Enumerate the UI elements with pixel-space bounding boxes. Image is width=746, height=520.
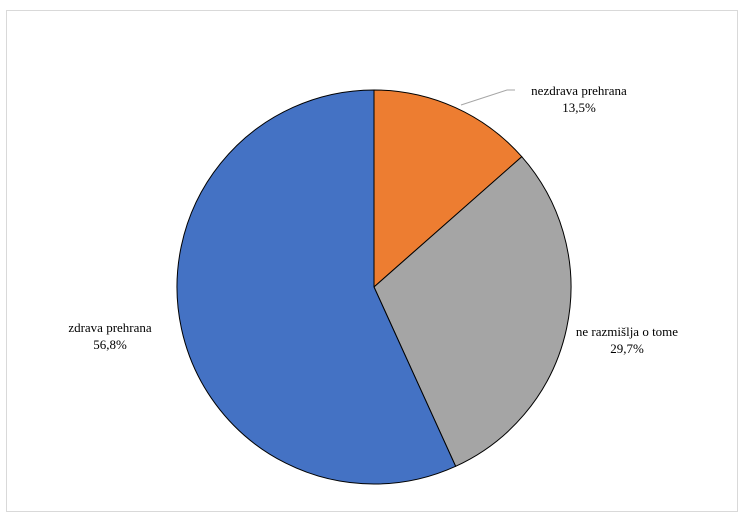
pie-labels: nezdrava prehrana 13,5% ne razmišlja o tom… (68, 83, 678, 356)
leader-line (460, 89, 515, 106)
pie-slice-ne-razmišlja-o-tome (373, 156, 572, 467)
slice-value-label: 29,7% (610, 341, 644, 356)
pie-slice-zdrava-prehrana (176, 89, 457, 485)
pie-slices (176, 89, 572, 485)
slice-category-label: ne razmišlja o tome (576, 324, 678, 339)
pie-slice-nezdrava-prehrana (373, 89, 523, 289)
slice-value-label: 13,5% (562, 100, 596, 115)
pie-chart: nezdrava prehrana 13,5% ne razmišlja o tom… (68, 83, 678, 485)
slice-category-label: nezdrava prehrana (531, 83, 627, 98)
slice-category-label: zdrava prehrana (68, 320, 152, 335)
slice-value-label: 56,8% (93, 337, 127, 352)
chart-area: nezdrava prehrana 13,5% ne razmišlja o tom… (6, 10, 738, 512)
